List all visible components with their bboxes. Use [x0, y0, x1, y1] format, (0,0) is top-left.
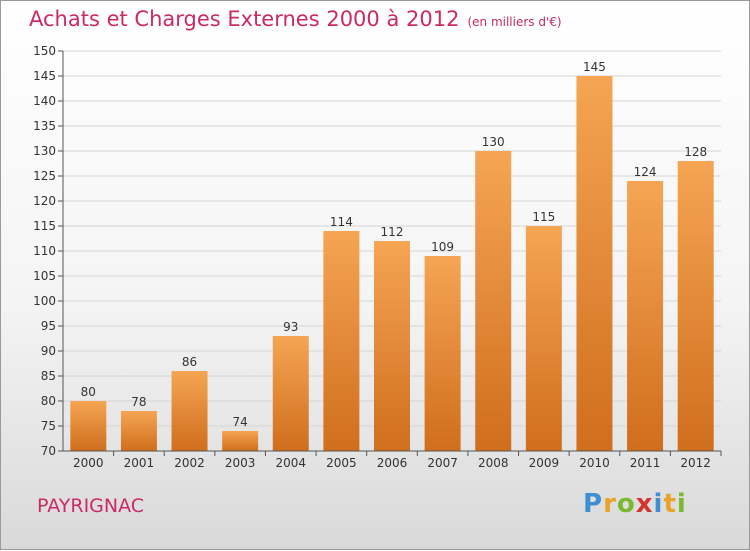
data-labels: 80 78 86 74 93 114 112 109 130 115 145 124 128 [81, 60, 707, 429]
bar [627, 181, 664, 451]
y-tick-label: 125 [33, 169, 56, 183]
bar [272, 336, 309, 451]
chart-title: Achats et Charges Externes 2000 à 2012 (e… [29, 7, 562, 31]
bar [171, 371, 208, 451]
y-tick-label: 140 [33, 94, 56, 108]
x-tick-label: 2010 [579, 456, 610, 470]
y-tick-label: 120 [33, 194, 56, 208]
data-label: 86 [182, 355, 197, 369]
bar [120, 411, 157, 451]
logo-letter: P [583, 489, 604, 519]
y-tick-label: 130 [33, 144, 56, 158]
x-tick-label: 2009 [529, 456, 560, 470]
logo-letter: x [635, 489, 654, 519]
logo-letter: o [616, 489, 636, 519]
y-tick-label: 85 [41, 369, 56, 383]
data-label: 112 [381, 225, 404, 239]
data-label: 124 [634, 165, 657, 179]
bar [323, 231, 360, 451]
y-tick-label: 135 [33, 119, 56, 133]
x-tick-label: 2002 [174, 456, 205, 470]
x-tick-label: 2000 [73, 456, 104, 470]
title-text: Achats et Charges Externes 2000 à 2012 [29, 7, 460, 31]
y-tick-label: 115 [33, 219, 56, 233]
data-label: 74 [233, 415, 248, 429]
x-tick-label: 2004 [275, 456, 306, 470]
bar [525, 226, 562, 451]
x-tick-label: 2001 [124, 456, 155, 470]
y-tick-label: 95 [41, 319, 56, 333]
x-tick-label: 2011 [630, 456, 661, 470]
y-tick-label: 145 [33, 69, 56, 83]
place-name: PAYRIGNAC [37, 495, 145, 517]
bar [222, 431, 259, 451]
bar [677, 161, 714, 451]
proxiti-logo: Proxiti [583, 489, 687, 519]
y-tick-label: 90 [41, 344, 56, 358]
logo-letter: i [653, 489, 664, 519]
chart-subtitle: (en milliers d'€) [467, 15, 562, 29]
axes: 70 75 80 85 90 95 100 105 110 115 120 125 130 135 140 1… [33, 44, 722, 470]
x-tick-label: 2007 [427, 456, 458, 470]
data-label: 128 [684, 145, 707, 159]
x-tick-label: 2005 [326, 456, 357, 470]
data-label: 130 [482, 135, 505, 149]
data-label: 78 [131, 395, 146, 409]
y-tick-label: 80 [41, 394, 56, 408]
x-tick-label: 2003 [225, 456, 256, 470]
bars [70, 76, 714, 451]
y-tick-label: 75 [41, 419, 56, 433]
logo-letter: r [603, 489, 617, 519]
y-tick-label: 100 [33, 294, 56, 308]
data-label: 93 [283, 320, 298, 334]
y-tick-label: 150 [33, 44, 56, 58]
x-tick-label: 2008 [478, 456, 509, 470]
bar [475, 151, 512, 451]
logo-letter: t [663, 489, 677, 519]
bar [424, 256, 461, 451]
bar [70, 401, 107, 451]
logo-letter: i [676, 489, 687, 519]
x-tick-label: 2006 [377, 456, 408, 470]
data-label: 145 [583, 60, 606, 74]
data-label: 115 [532, 210, 555, 224]
bar [576, 76, 613, 451]
data-label: 114 [330, 215, 353, 229]
bar [374, 241, 410, 451]
data-label: 109 [431, 240, 454, 254]
x-tick-label: 2012 [680, 456, 711, 470]
y-tick-label: 110 [33, 244, 56, 258]
y-tick-label: 105 [33, 269, 56, 283]
data-label: 80 [81, 385, 96, 399]
y-tick-label: 70 [41, 444, 56, 458]
